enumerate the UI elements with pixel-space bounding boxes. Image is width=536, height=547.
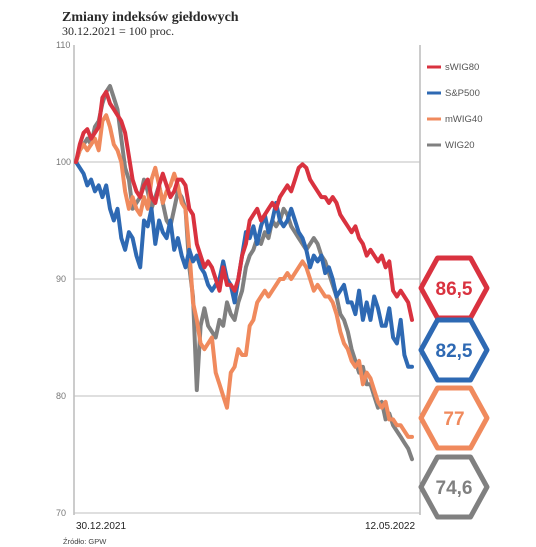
y-tick-label: 100 [56,157,71,167]
legend-label: sWIG80 [445,62,479,73]
value-badge-hexagon [418,454,490,520]
plot-frame [73,45,421,515]
series-line-swig80 [74,89,414,322]
end-value-label: 74,6 [436,478,473,499]
chart-subtitle: 30.12.2021 = 100 proc. [62,24,174,38]
end-value-label: 77 [443,409,464,430]
value-badge-hexagon [418,385,490,451]
y-tick-label: 90 [56,274,66,284]
legend-label: S&P500 [445,88,480,99]
series-lines [74,84,414,462]
y-tick-label: 80 [56,391,66,401]
series-line-mwig40 [74,113,414,439]
legend-label: WIG20 [445,140,475,151]
chart-title: Zmiany indeksów giełdowych [62,10,239,25]
x-start-label: 30.12.2021 [76,521,126,532]
y-tick-label: 110 [56,40,70,50]
end-value-label: 82,5 [436,341,473,362]
x-end-label: 12.05.2022 [365,521,415,532]
value-badge-hexagon [418,317,490,383]
legend-label: mWIG40 [445,114,482,125]
y-tick-label: 70 [56,508,66,518]
source-note: Źródło: GPW [63,537,107,546]
legend: sWIG80 S&P500 mWIG40 WIG20 [427,62,482,151]
y-axis-ticks: 110 100 90 80 70 [56,40,71,518]
end-value-label: 86,5 [436,279,473,300]
end-value-badges: 86,5 82,5 77 74,6 [418,255,490,520]
